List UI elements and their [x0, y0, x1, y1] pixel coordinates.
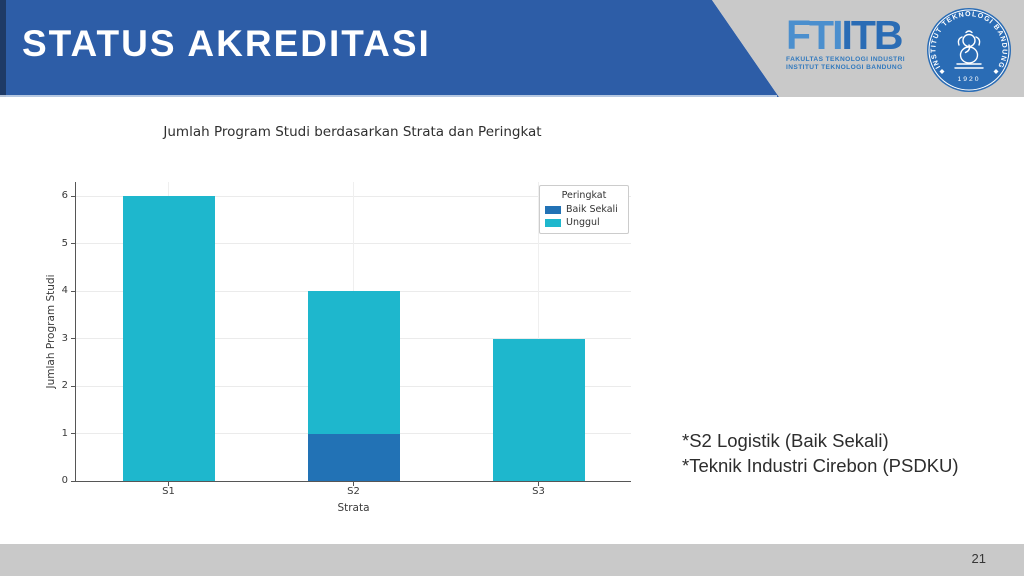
page-number: 21: [971, 551, 986, 566]
bar-segment-unggul: [492, 338, 585, 481]
bar-segment-unggul: [307, 291, 400, 434]
legend-item: Baik Sekali: [545, 204, 623, 215]
y-tick-label: 5: [61, 237, 68, 249]
y-tick-label: 0: [61, 475, 68, 486]
seal-diamond-left: [939, 69, 945, 74]
y-tick-label: 2: [61, 380, 68, 392]
fti-wordmark-part1: FTI: [786, 12, 844, 58]
x-tick-label: S3: [532, 486, 545, 497]
y-tick-label: 3: [61, 332, 68, 344]
seal-outer-ring: [928, 9, 1010, 91]
chart-title: Jumlah Program Studi berdasarkan Strata …: [163, 124, 542, 140]
fti-caption-line2: INSTITUT TEKNOLOGI BANDUNG: [786, 64, 903, 71]
banner-navy-strip: [0, 0, 6, 97]
y-tick-mark: [71, 338, 76, 340]
legend-swatch-icon: [545, 205, 561, 214]
legend-item: Unggul: [545, 217, 623, 228]
y-tick-mark: [71, 290, 76, 292]
annotation-notes: *S2 Logistik (Baik Sekali) *Teknik Indus…: [682, 428, 959, 478]
x-tick-label: S2: [347, 486, 360, 497]
legend-title: Peringkat: [561, 190, 607, 201]
seal-year: 1920: [957, 76, 980, 83]
bar-chart-figure: Jumlah Program Studi berdasarkan Strata …: [40, 124, 660, 522]
legend-swatch-icon: [545, 218, 561, 227]
page-title: STATUS AKREDITASI: [22, 23, 431, 64]
annotation-line2: *Teknik Industri Cirebon (PSDKU): [682, 455, 959, 476]
banner-blue-shape: [0, 0, 779, 97]
y-tick-label: 4: [61, 285, 68, 297]
x-tick-mark: [168, 481, 169, 486]
bar-segment-baik-sekali: [307, 433, 400, 481]
bar-segment-unggul: [122, 196, 215, 481]
legend-label: Baik Sekali: [566, 204, 618, 215]
y-tick-label: 1: [61, 427, 68, 439]
y-tick-mark: [71, 195, 76, 197]
y-tick-mark: [71, 243, 76, 245]
fti-caption-line1: FAKULTAS TEKNOLOGI INDUSTRI: [786, 56, 905, 63]
ganesha-emblem-icon: [954, 30, 984, 69]
legend-label: Unggul: [566, 217, 600, 228]
annotation-line1: *S2 Logistik (Baik Sekali): [682, 430, 889, 451]
x-axis-label: Strata: [337, 502, 370, 514]
y-tick-label: 6: [61, 190, 68, 202]
fti-itb-logo: FTIITB FAKULTAS TEKNOLOGI INDUSTRI INSTI…: [786, 14, 918, 72]
banner-bottom-edge: [0, 95, 777, 97]
footer-bar: 21: [0, 544, 1024, 576]
y-tick-mark: [71, 480, 76, 482]
itb-seal-icon: INSTITUT TEKNOLOGI BANDUNG 1920: [927, 8, 1011, 92]
y-tick-mark: [71, 433, 76, 435]
fti-itb-wordmark-icon: FTIITB: [786, 14, 918, 56]
y-tick-mark: [71, 385, 76, 387]
x-tick-mark: [353, 481, 354, 486]
v-gridline: [538, 182, 539, 481]
chart-legend: Peringkat Baik Sekali Unggul: [539, 185, 629, 234]
x-tick-label: S1: [162, 486, 175, 497]
fti-wordmark-part2: ITB: [841, 12, 903, 58]
plot-area: Jumlah Program Studi Strata Peringkat Ba…: [45, 182, 631, 514]
seal-diamond-right: [993, 69, 999, 74]
x-tick-mark: [538, 481, 539, 486]
